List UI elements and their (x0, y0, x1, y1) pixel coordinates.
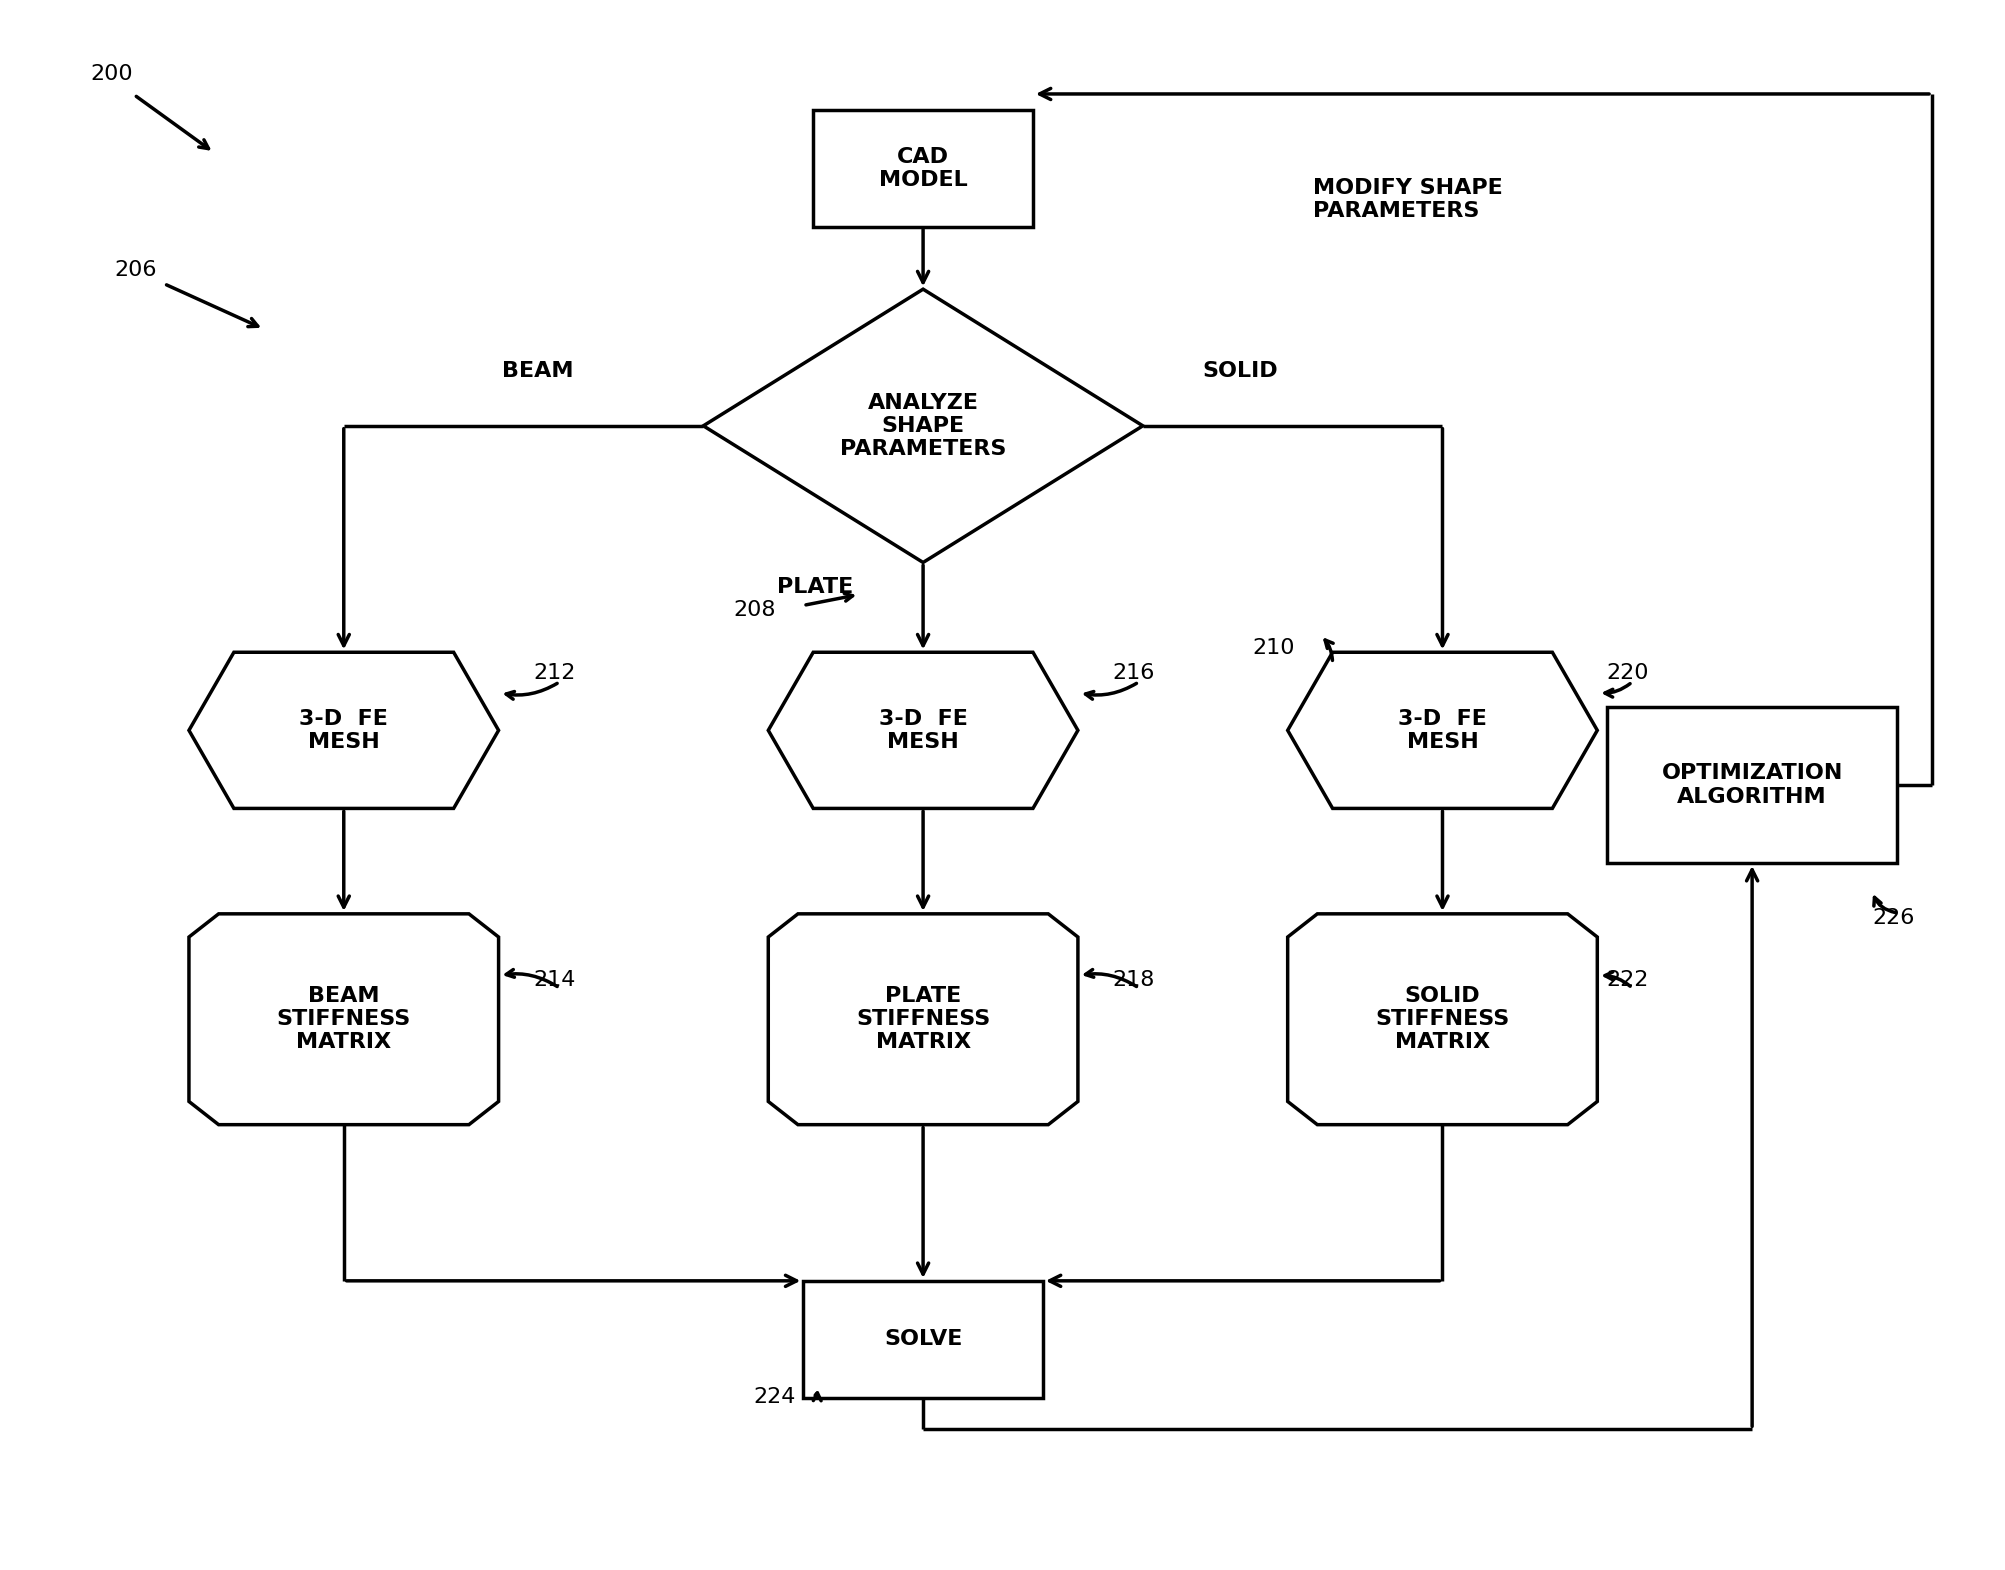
Text: PLATE
STIFFNESS
MATRIX: PLATE STIFFNESS MATRIX (856, 986, 990, 1052)
Text: 206: 206 (114, 259, 156, 279)
Text: MODIFY SHAPE
PARAMETERS: MODIFY SHAPE PARAMETERS (1311, 177, 1502, 221)
Text: BEAM: BEAM (501, 361, 573, 382)
Polygon shape (1287, 914, 1596, 1124)
Text: 200: 200 (90, 64, 132, 85)
Text: 214: 214 (533, 970, 575, 991)
FancyBboxPatch shape (1606, 706, 1897, 864)
Text: CAD
MODEL: CAD MODEL (878, 146, 966, 190)
Text: ANALYZE
SHAPE
PARAMETERS: ANALYZE SHAPE PARAMETERS (840, 392, 1007, 458)
Polygon shape (1287, 652, 1596, 809)
Text: SOLVE: SOLVE (884, 1330, 962, 1349)
Text: SOLID: SOLID (1203, 361, 1277, 382)
Text: OPTIMIZATION
ALGORITHM: OPTIMIZATION ALGORITHM (1660, 763, 1843, 807)
Polygon shape (188, 652, 499, 809)
Text: 220: 220 (1606, 663, 1648, 683)
Text: BEAM
STIFFNESS
MATRIX: BEAM STIFFNESS MATRIX (277, 986, 411, 1052)
FancyBboxPatch shape (812, 110, 1033, 226)
Text: 226: 226 (1871, 907, 1913, 928)
Text: 208: 208 (734, 600, 776, 620)
Text: 210: 210 (1251, 637, 1295, 658)
Text: 3-D  FE
MESH: 3-D FE MESH (878, 708, 966, 752)
Text: SOLID
STIFFNESS
MATRIX: SOLID STIFFNESS MATRIX (1375, 986, 1510, 1052)
Text: 212: 212 (533, 663, 575, 683)
Text: 218: 218 (1113, 970, 1155, 991)
Polygon shape (704, 289, 1143, 562)
Text: 3-D  FE
MESH: 3-D FE MESH (299, 708, 389, 752)
Text: 3-D  FE
MESH: 3-D FE MESH (1397, 708, 1486, 752)
Text: 216: 216 (1113, 663, 1155, 683)
Polygon shape (768, 914, 1077, 1124)
Polygon shape (768, 652, 1077, 809)
Text: 222: 222 (1606, 970, 1648, 991)
Text: 224: 224 (754, 1388, 796, 1407)
Text: PLATE: PLATE (776, 576, 852, 597)
Polygon shape (188, 914, 499, 1124)
FancyBboxPatch shape (802, 1281, 1043, 1397)
